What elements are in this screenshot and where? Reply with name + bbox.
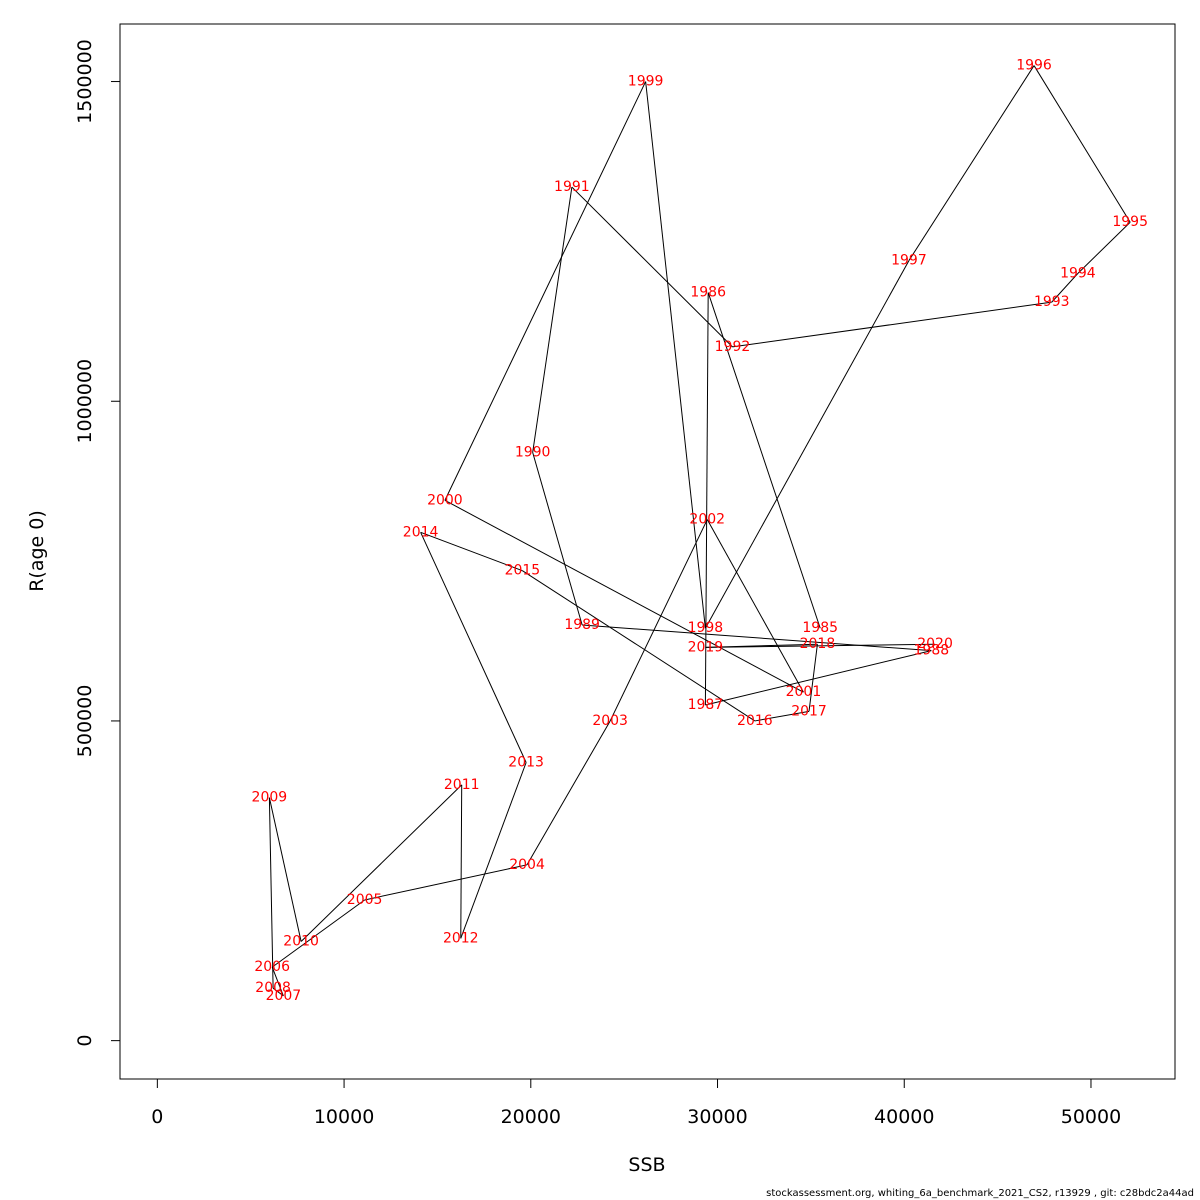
connector-1999-2000 — [444, 81, 647, 501]
connector-1997-1998 — [704, 260, 910, 629]
connector-2012-2013 — [460, 762, 527, 939]
y-tick-label-1500000: 1500000 — [74, 39, 96, 124]
connector-1985-1986 — [707, 292, 821, 629]
year-label-1985: 1985 — [802, 620, 838, 636]
y-tick-label-1000000: 1000000 — [74, 359, 96, 444]
x-tick-label-20000: 20000 — [501, 1106, 561, 1128]
year-label-1990: 1990 — [515, 444, 551, 460]
connector-1995-1996 — [1033, 65, 1131, 223]
year-label-1998: 1998 — [688, 620, 724, 636]
connector-2019-2020 — [705, 643, 936, 648]
year-label-2015: 2015 — [505, 563, 541, 579]
x-axis-label: SSB — [628, 1154, 665, 1176]
year-label-2020: 2020 — [917, 636, 953, 652]
year-label-2013: 2013 — [508, 755, 544, 771]
connector-1988-1989 — [582, 624, 932, 652]
connector-1991-1992 — [571, 186, 733, 348]
y-tick-label-0: 0 — [74, 1035, 96, 1047]
connector-2001-2002 — [706, 519, 804, 693]
year-label-1987: 1987 — [688, 697, 724, 713]
year-label-2010: 2010 — [283, 934, 319, 950]
connector-2017-2018 — [808, 644, 818, 712]
connector-2009-2010 — [268, 797, 302, 942]
year-labels: 1985 1986 1987 1988 1989 1990 1991 1992 1993 1994… — [252, 58, 1148, 1004]
year-label-2011: 2011 — [444, 777, 480, 793]
year-label-1995: 1995 — [1112, 214, 1148, 230]
plot-frame — [119, 23, 1176, 1080]
year-label-1993: 1993 — [1034, 294, 1070, 310]
year-label-2012: 2012 — [443, 930, 479, 946]
year-label-2002: 2002 — [689, 512, 725, 528]
connector-lines — [268, 65, 1131, 997]
year-label-1989: 1989 — [564, 617, 600, 633]
year-label-2004: 2004 — [509, 857, 545, 873]
connector-2004-2005 — [364, 864, 528, 901]
connector-2011-2012 — [460, 784, 463, 939]
year-label-1994: 1994 — [1060, 265, 1096, 281]
year-label-1986: 1986 — [690, 285, 726, 301]
year-label-2014: 2014 — [403, 524, 439, 540]
connector-1989-1990 — [532, 452, 583, 626]
year-label-1996: 1996 — [1016, 58, 1052, 74]
connector-1993-1994 — [1051, 273, 1079, 303]
year-label-2017: 2017 — [791, 703, 827, 719]
connector-2013-2014 — [420, 532, 527, 763]
x-tick-label-30000: 30000 — [687, 1106, 747, 1128]
footer-credit: stockassessment.org, whiting_6a_benchmar… — [766, 1188, 1194, 1199]
year-label-2007: 2007 — [266, 988, 302, 1004]
connector-2003-2004 — [526, 720, 611, 866]
x-tick-label-0: 0 — [151, 1106, 163, 1128]
year-label-1999: 1999 — [628, 74, 664, 90]
year-label-1992: 1992 — [715, 339, 751, 355]
year-label-1997: 1997 — [891, 253, 927, 269]
year-label-2016: 2016 — [737, 713, 773, 729]
connector-2008-2009 — [268, 797, 274, 989]
connector-2006-2007 — [271, 966, 284, 997]
y-axis-label: R(age 0) — [26, 510, 48, 592]
connector-1986-1987 — [704, 292, 709, 705]
connector-2007-2008 — [272, 987, 284, 997]
x-tick-label-50000: 50000 — [1061, 1106, 1121, 1128]
year-label-2006: 2006 — [254, 959, 290, 975]
connector-1998-1999 — [645, 81, 706, 629]
year-label-1988: 1988 — [914, 643, 950, 659]
y-tick-label-500000: 500000 — [74, 685, 96, 758]
x-axis: 0 10000 20000 30000 40000 50000 — [151, 1078, 1121, 1128]
y-axis: 0 500000 1000000 1500000 — [74, 39, 121, 1047]
year-label-2001: 2001 — [786, 684, 822, 700]
connector-1996-1997 — [908, 65, 1035, 261]
year-label-1991: 1991 — [554, 179, 590, 195]
year-label-2003: 2003 — [592, 713, 628, 729]
year-label-2008: 2008 — [255, 980, 291, 996]
x-tick-label-10000: 10000 — [314, 1106, 374, 1128]
connector-2002-2003 — [609, 519, 708, 722]
connector-1994-1995 — [1077, 221, 1131, 274]
year-label-2009: 2009 — [252, 790, 288, 806]
connector-1987-1988 — [705, 650, 932, 706]
connector-2015-2016 — [522, 570, 756, 722]
connector-2005-2006 — [271, 899, 365, 968]
year-label-2005: 2005 — [347, 892, 383, 908]
connector-2014-2015 — [420, 531, 523, 572]
connector-1990-1991 — [532, 186, 573, 453]
connector-2010-2011 — [300, 784, 463, 942]
connector-2000-2001 — [444, 499, 804, 693]
year-label-2018: 2018 — [800, 636, 836, 652]
x-tick-label-40000: 40000 — [874, 1106, 934, 1128]
year-label-2000: 2000 — [427, 492, 463, 508]
connector-2016-2017 — [754, 710, 810, 722]
connector-1992-1993 — [732, 301, 1052, 348]
year-label-2019: 2019 — [688, 639, 724, 655]
